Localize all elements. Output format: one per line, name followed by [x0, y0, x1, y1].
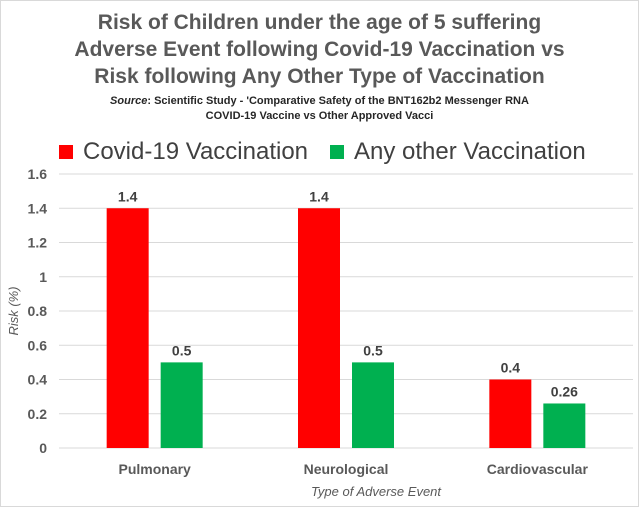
bar	[543, 403, 586, 448]
bar	[489, 379, 532, 448]
x-axis-title: Type of Adverse Event	[311, 484, 442, 499]
source-line: COVID-19 Vaccine vs Other Approved Vacci	[205, 110, 434, 122]
y-axis-title: Risk (%)	[6, 286, 21, 335]
x-tick-label: Neurological	[304, 461, 389, 477]
data-label: 0.4	[501, 360, 521, 376]
y-tick-label: 0	[39, 440, 47, 456]
source-line: Source: Scientific Study - 'Comparative …	[1, 94, 638, 109]
source-label: Source	[110, 95, 148, 107]
data-label: 0.5	[172, 342, 192, 358]
y-tick-label: 1.6	[28, 166, 48, 182]
legend-swatch-covid	[59, 145, 73, 159]
title-line: Risk of Children under the age of 5 suff…	[97, 11, 542, 34]
y-tick-label: 0.4	[28, 372, 48, 388]
legend-item-other: Any other Vaccination	[330, 138, 586, 166]
x-tick-label: Pulmonary	[118, 461, 191, 477]
title-line: Adverse Event following Covid-19 Vaccina…	[74, 38, 565, 61]
title-line: Risk following Any Other Type of Vaccina…	[94, 65, 545, 88]
y-tick-label: 1.2	[28, 235, 48, 251]
chart-legend: Covid-19 Vaccination Any other Vaccinati…	[59, 136, 586, 168]
y-tick-label: 0.6	[28, 337, 48, 353]
x-tick-label: Cardiovascular	[487, 461, 589, 477]
bar	[298, 208, 340, 448]
legend-label-other: Any other Vaccination	[354, 138, 586, 165]
chart-source: Source: Scientific Study - 'Comparative …	[1, 94, 638, 124]
bar	[352, 362, 394, 448]
chart-title: Risk of Children under the age of 5 suff…	[1, 9, 638, 90]
data-label: 1.4	[309, 188, 329, 204]
y-tick-label: 0.8	[28, 303, 48, 319]
source-text: : Scientific Study - 'Comparative Safety…	[147, 95, 529, 107]
data-label: 1.4	[118, 188, 138, 204]
legend-item-covid: Covid-19 Vaccination	[59, 138, 308, 166]
y-tick-label: 1.4	[28, 200, 48, 216]
y-tick-label: 0.2	[28, 406, 48, 422]
data-label: 0.26	[551, 383, 578, 399]
bar	[160, 362, 203, 448]
legend-swatch-other	[330, 145, 345, 159]
bar	[106, 208, 149, 448]
legend-label-covid: Covid-19 Vaccination	[83, 138, 309, 165]
y-tick-label: 1	[39, 269, 47, 285]
data-label: 0.5	[363, 342, 383, 358]
